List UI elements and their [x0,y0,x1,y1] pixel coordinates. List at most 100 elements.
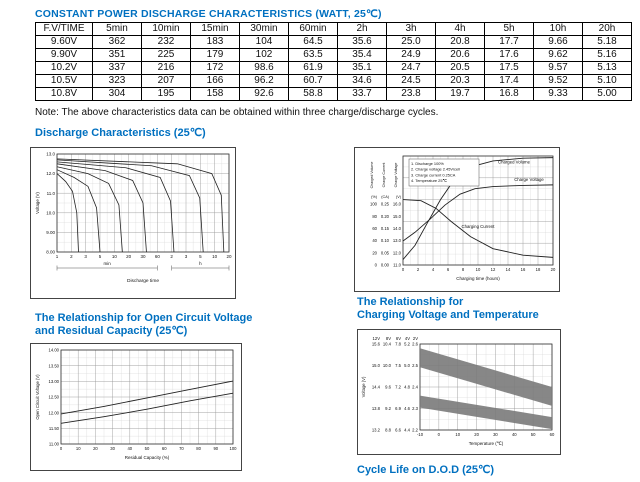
heading-charging-line1: The Relationship for [357,296,464,308]
y-tick-label: 2.2 [412,428,418,433]
table-cell: 34.6 [337,74,387,88]
plot-border [60,349,234,445]
charging-voltage-temperature-chart: -10 0 10 20 30 40 50 60 15.6 10.4 7.8 5.2 2.6 15.0 10.… [357,329,561,455]
table-cell: 5.00 [582,87,632,101]
legend-box [408,158,480,187]
table-cell: 337 [92,61,142,75]
table-cell: 20.3 [435,74,485,88]
plot-border [402,155,554,266]
y-tick-label: 5.2 [404,342,410,347]
discharge-chart-svg: 1 2 3 5 10 20 30 60 2 3 5 10 20 13.0 12.0 11.0 10.0 9.00 8… [35,152,232,284]
series-line [56,173,79,253]
table-row: 9.90V 351 225 179 102 63.5 35.4 24.9 20.6 17.6 9.6… [35,48,632,62]
y-tick-label: 14.00 [49,348,60,353]
table-cell: 183 [190,35,240,49]
legend-item: 2. Charge voltage 2.45V/cell [411,167,460,172]
x-tick-label: 14 [506,267,511,272]
table-cell: 64.5 [288,35,338,49]
x-tick-label: 2 [170,254,173,259]
y-tick-label: 11.00 [49,442,60,447]
y-tick-label: 5.0 [404,363,410,368]
y-tick-label: 0.10 [381,238,390,243]
y-tick-label: 100 [370,202,378,207]
table-row: 10.8V 304 195 158 92.6 58.8 33.7 23.8 19.7 16.8 9.… [35,87,632,101]
y-tick-label: 13.8 [372,406,381,411]
column-header: F.V/TIME [35,22,93,36]
x-tick-label: 18 [536,267,541,272]
x-tick-label: 0 [60,446,63,451]
x-tick-label: 0 [438,432,441,437]
series-line [56,161,175,253]
table-cell: 9.52 [533,74,583,88]
series-line [402,199,554,258]
x-group-label: min [104,261,112,266]
table-cell: 304 [92,87,142,101]
heading-charging-line2: Charging Voltage and Temperature [357,309,539,321]
x-tick-label: 20 [126,254,132,259]
x-tick-label: 70 [179,446,184,451]
table-cell: 158 [190,87,240,101]
y-tick-label: 8.8 [385,428,391,433]
y-tick-label: 11.0 [47,191,56,196]
column-header: 10min [141,22,191,36]
x-tick-label: 30 [493,432,498,437]
x-axis-title: Residual Capacity (%) [125,455,170,460]
column-header: 10h [533,22,583,36]
table-row: 10.5V 323 207 166 96.2 60.7 34.6 24.5 20.3 17.4 9.… [35,74,632,88]
plot-border [56,153,230,253]
y-axis-title: Open Circuit Voltage (V) [35,374,40,420]
table-cell: 24.9 [386,48,436,62]
table-cell: 5.10 [582,74,632,88]
series-line [56,158,225,253]
y-tick-label: 6.9 [395,406,401,411]
charging-chart-svg: 0 2 4 6 8 10 12 14 16 18 20 100 0.25 16.0 80 0.20 15.0 60… [370,155,556,281]
table-cell: 17.6 [484,48,534,62]
x-tick-label: 10 [455,432,460,437]
row-header: 9.90V [35,48,93,62]
table-cell: 16.8 [484,87,534,101]
y-tick-label: 14.0 [393,226,402,231]
y-tick-label: 11.50 [49,426,60,431]
x-tick-label: 16 [521,267,526,272]
x-tick-label: 1 [56,254,59,259]
column-header: 5h [484,22,534,36]
x-tick-label: 60 [162,446,167,451]
series-line [56,166,123,253]
table-cell: 35.1 [337,61,387,75]
y-tick-label: 12.00 [49,410,60,415]
y-tick-label: 0 [375,263,378,268]
rotated-axis-title: Charge Voltage [394,163,398,188]
column-header: 2h [337,22,387,36]
x-tick-label: 3 [185,254,188,259]
table-cell: 20.5 [435,61,485,75]
table-cell: 5.18 [582,35,632,49]
y-tick-label: 2.4 [412,385,418,390]
x-tick-label: 4 [432,267,435,272]
y-tick-label: 2.6 [412,342,418,347]
table-cell: 98.6 [239,61,289,75]
table-cell: 25.0 [386,35,436,49]
table-row: 10.2V 337 216 172 98.6 61.9 35.1 24.7 20.5 17.5 9.… [35,61,632,75]
x-tick-label: 40 [127,446,132,451]
y-tick-label: 0.15 [381,226,390,231]
heading-open-circuit-voltage: The Relationship for Open Circuit Voltag… [35,312,252,338]
x-tick-label: 30 [140,254,146,259]
y-tick-label: 0.20 [381,214,390,219]
legend-item: 4. Temperature 25℃ [411,178,448,183]
x-tick-label: 5 [199,254,202,259]
discharge-characteristics-chart: 1 2 3 5 10 20 30 60 2 3 5 10 20 13.0 12.0 11.0 10.0 9.00 8… [30,147,236,299]
y-tick-label: 7.2 [395,385,401,390]
column-header: 5min [92,22,142,36]
y-tick-label: 12.0 [393,250,402,255]
y-tick-label: 4.6 [404,406,410,411]
x-tick-label: 10 [476,267,481,272]
y-tick-label: 15.0 [393,214,402,219]
heading-cycle-life: Cycle Life on D.O.D (25℃) [357,464,495,476]
x-tick-label: -10 [417,432,424,437]
heading-charging-voltage-temperature: The Relationship for Charging Voltage an… [357,296,539,322]
y-tick-label: 6.6 [395,428,401,433]
discharge-power-table: F.V/TIME 5min 10min 15min 30min 60min 2h 3h 4h 5h… [35,22,632,101]
x-tick-label: 10 [76,446,81,451]
x-group-label: h [199,261,202,266]
y-tick-label: 4.4 [404,428,410,433]
